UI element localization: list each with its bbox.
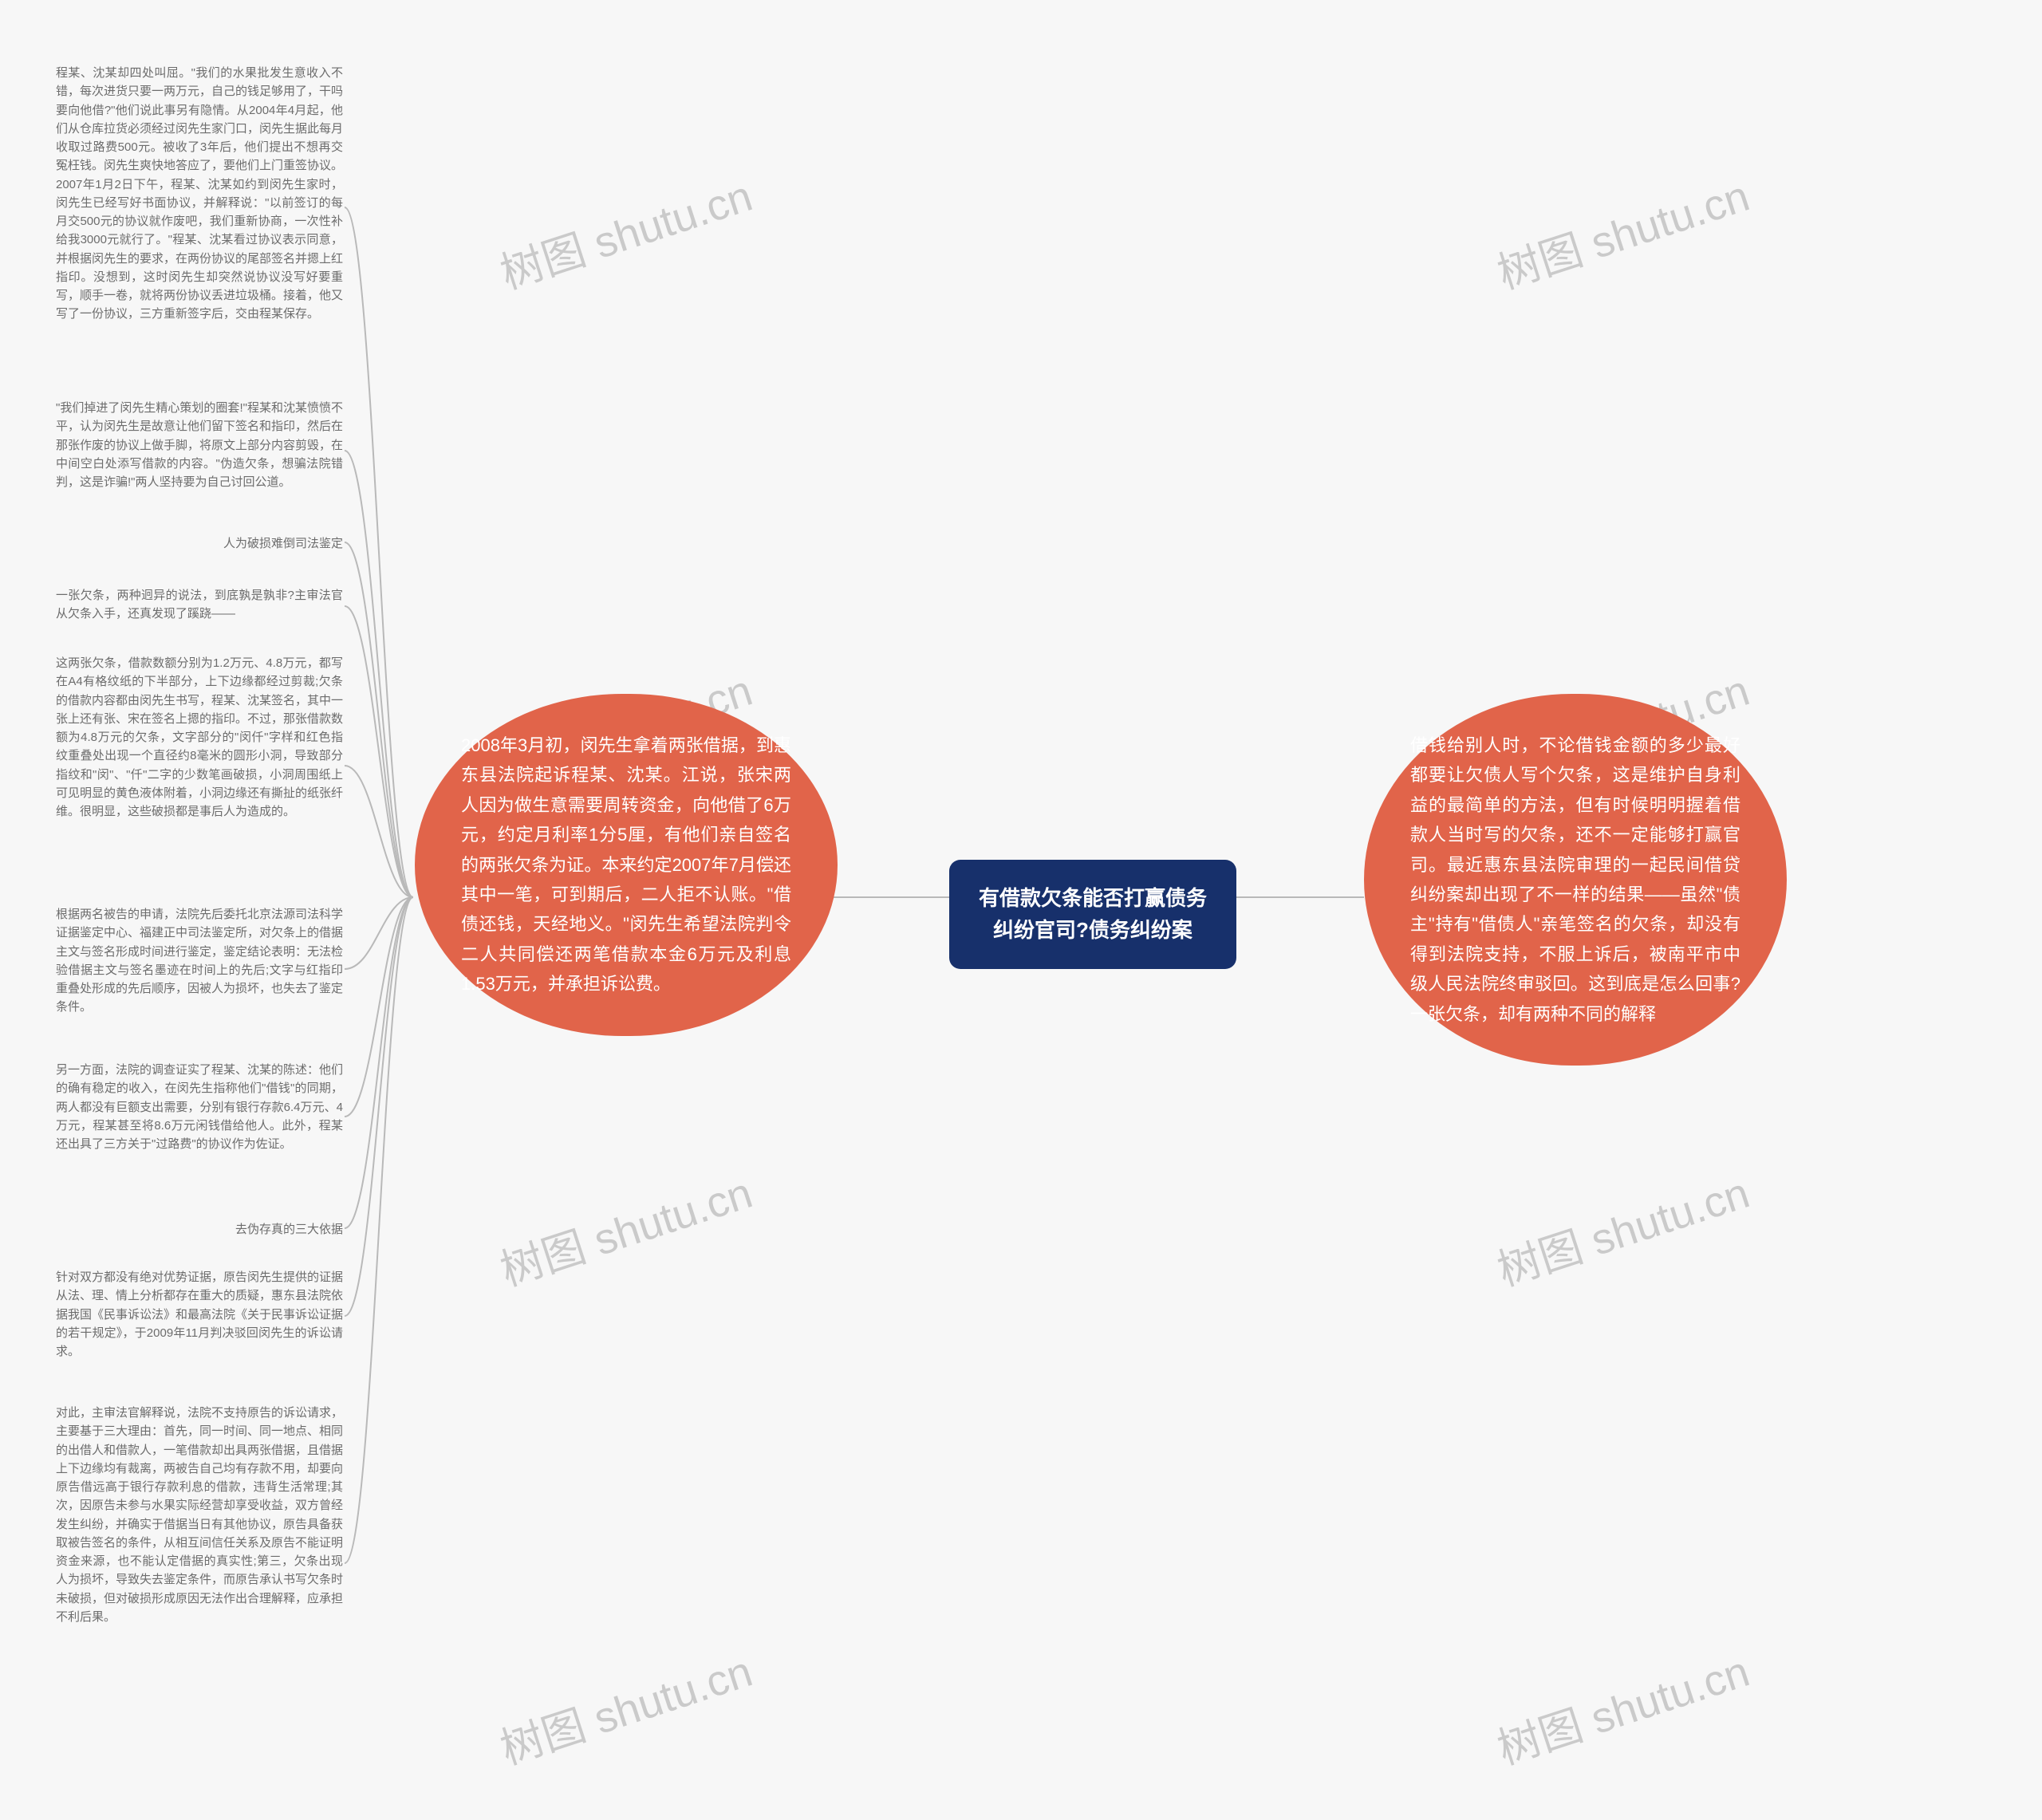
watermark: 树图 shutu.cn [1488, 1636, 1756, 1776]
leaf-node[interactable]: 另一方面，法院的调查证实了程某、沈某的陈述：他们的确有稳定的收入，在闵先生指称他… [56, 1061, 343, 1153]
branch-right-text: 借钱给别人时，不论借钱金额的多少最好都要让欠债人写个欠条，这是维护自身利益的最简… [1410, 735, 1740, 1024]
mindmap-root[interactable]: 有借款欠条能否打赢债务纠纷官司?债务纠纷案 [949, 860, 1236, 969]
leaf-text: 另一方面，法院的调查证实了程某、沈某的陈述：他们的确有稳定的收入，在闵先生指称他… [56, 1063, 343, 1151]
leaf-node[interactable]: 对此，主审法官解释说，法院不支持原告的诉讼请求，主要基于三大理由：首先，同一时间… [56, 1404, 343, 1626]
branch-right[interactable]: 借钱给别人时，不论借钱金额的多少最好都要让欠债人写个欠条，这是维护自身利益的最简… [1364, 694, 1787, 1066]
leaf-node[interactable]: 去伪存真的三大依据 [136, 1220, 343, 1239]
watermark: 树图 shutu.cn [491, 1157, 759, 1298]
leaf-node[interactable]: 程某、沈某却四处叫屈。"我们的水果批发生意收入不错，每次进货只要一两万元，自己的… [56, 64, 343, 324]
leaf-node[interactable]: 一张欠条，两种迥异的说法，到底孰是孰非?主审法官从欠条入手，还真发现了蹊跷—— [56, 586, 343, 624]
branch-left[interactable]: 2008年3月初，闵先生拿着两张借据，到惠东县法院起诉程某、沈某。江说，张宋两人… [415, 694, 838, 1036]
branch-left-text: 2008年3月初，闵先生拿着两张借据，到惠东县法院起诉程某、沈某。江说，张宋两人… [461, 735, 791, 994]
watermark: 树图 shutu.cn [1488, 1157, 1756, 1298]
leaf-text: 人为破损难倒司法鉴定 [223, 537, 343, 550]
leaf-text: 对此，主审法官解释说，法院不支持原告的诉讼请求，主要基于三大理由：首先，同一时间… [56, 1406, 343, 1624]
leaf-text: 这两张欠条，借款数额分别为1.2万元、4.8万元，都写在A4有格纹纸的下半部分，… [56, 656, 343, 818]
watermark: 树图 shutu.cn [1488, 160, 1756, 301]
leaf-text: 程某、沈某却四处叫屈。"我们的水果批发生意收入不错，每次进货只要一两万元，自己的… [56, 66, 343, 321]
leaf-text: 去伪存真的三大依据 [235, 1223, 343, 1236]
leaf-node[interactable]: 人为破损难倒司法鉴定 [136, 534, 343, 553]
watermark: 树图 shutu.cn [491, 1636, 759, 1776]
leaf-node[interactable]: 根据两名被告的申请，法院先后委托北京法源司法科学证据鉴定中心、福建正中司法鉴定所… [56, 905, 343, 1017]
leaf-text: 根据两名被告的申请，法院先后委托北京法源司法科学证据鉴定中心、福建正中司法鉴定所… [56, 908, 343, 1014]
leaf-node[interactable]: "我们掉进了闵先生精心策划的圈套!"程某和沈某愤愤不平，认为闵先生是故意让他们留… [56, 399, 343, 491]
leaf-text: 针对双方都没有绝对优势证据，原告闵先生提供的证据从法、理、情上分析都存在重大的质… [56, 1270, 343, 1358]
leaf-node[interactable]: 这两张欠条，借款数额分别为1.2万元、4.8万元，都写在A4有格纹纸的下半部分，… [56, 654, 343, 821]
leaf-node[interactable]: 针对双方都没有绝对优势证据，原告闵先生提供的证据从法、理、情上分析都存在重大的质… [56, 1268, 343, 1361]
watermark: 树图 shutu.cn [491, 160, 759, 301]
leaf-text: 一张欠条，两种迥异的说法，到底孰是孰非?主审法官从欠条入手，还真发现了蹊跷—— [56, 589, 343, 620]
leaf-text: "我们掉进了闵先生精心策划的圈套!"程某和沈某愤愤不平，认为闵先生是故意让他们留… [56, 401, 343, 489]
root-label: 有借款欠条能否打赢债务纠纷官司?债务纠纷案 [979, 886, 1207, 942]
